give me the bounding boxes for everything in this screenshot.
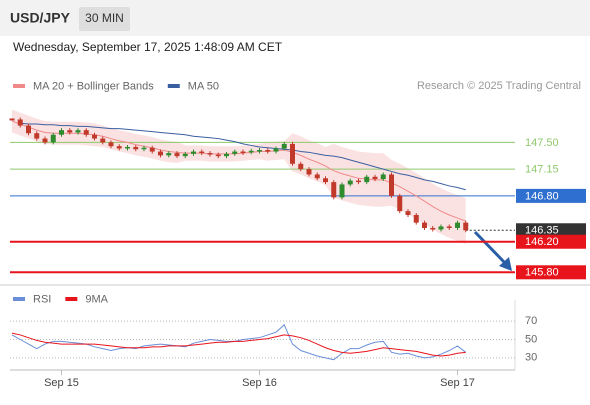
candle (364, 176, 370, 183)
candle (26, 125, 31, 134)
candle (141, 147, 147, 150)
y-tick-label: 30 (525, 352, 537, 364)
candle (191, 151, 196, 154)
candle (100, 138, 106, 143)
candle (75, 130, 81, 133)
candle (446, 226, 452, 228)
candle (182, 153, 188, 157)
legend-swatch (13, 84, 25, 88)
level-box (516, 223, 586, 238)
legend-label: RSI (33, 293, 51, 305)
candle (240, 151, 246, 154)
symbol: USD/JPY (10, 10, 71, 26)
candle (215, 154, 221, 157)
candle (405, 211, 411, 215)
candle (438, 226, 444, 230)
level-box (516, 188, 586, 203)
candle (116, 146, 122, 149)
level-label: 146.80 (525, 190, 559, 202)
level-box (516, 234, 586, 249)
candle (331, 182, 337, 198)
bollinger-band (12, 109, 466, 245)
candle (59, 130, 64, 135)
x-tick-label: Sep 15 (44, 377, 79, 389)
candle (248, 150, 254, 153)
candle (281, 143, 287, 149)
candle (158, 151, 163, 156)
candle (306, 169, 312, 175)
legend-label: MA 50 (188, 80, 219, 92)
source: Research © 2025 Trading Central (417, 80, 581, 92)
timeframe: 30 MIN (85, 11, 124, 25)
candle (463, 222, 469, 231)
candle (413, 214, 419, 223)
legend-swatch (65, 297, 78, 301)
candle (17, 119, 23, 126)
moving-average (20, 122, 466, 191)
candle (9, 118, 15, 121)
level-label: 147.50 (525, 137, 559, 149)
candle (108, 142, 114, 147)
x-tick-label: Sep 16 (242, 377, 277, 389)
indicator-line (11, 332, 466, 357)
candle (174, 153, 180, 157)
x-tick-label: Sep 17 (440, 377, 475, 389)
candle (42, 138, 48, 143)
candle (430, 227, 436, 230)
candle (323, 178, 328, 183)
candle (273, 148, 279, 152)
candle (455, 222, 460, 228)
candle (34, 133, 40, 139)
candle (347, 180, 353, 185)
candle (83, 130, 89, 135)
candle (207, 153, 213, 155)
legend-label: 9MA (85, 293, 108, 305)
level-box (516, 265, 586, 280)
candle (224, 153, 229, 157)
level-label: 147.15 (525, 164, 559, 176)
legend-label: MA 20 + Bollinger Bands (33, 80, 154, 92)
level-label: 145.80 (525, 267, 559, 279)
candle (232, 151, 238, 154)
candle (257, 150, 262, 152)
candle (149, 147, 155, 152)
candle (199, 151, 205, 154)
candle (125, 146, 130, 149)
timeframe-box (79, 7, 130, 31)
candle (92, 134, 97, 139)
legend-swatch (13, 297, 25, 301)
candle (290, 143, 295, 164)
y-tick-label: 50 (525, 333, 537, 345)
forecast-arrow (473, 230, 508, 266)
candle (133, 146, 139, 150)
timestamp: Wednesday, September 17, 2025 1:48:09 AM… (13, 40, 283, 54)
candle (339, 184, 345, 198)
legend-swatch (167, 84, 180, 88)
candle (422, 222, 427, 228)
candle (314, 174, 320, 179)
candle (356, 180, 361, 183)
forecast-arrowhead (499, 257, 512, 271)
candle (397, 195, 403, 212)
candle (298, 163, 304, 170)
candle (372, 176, 378, 180)
candle (265, 150, 271, 152)
y-tick-label: 70 (525, 315, 537, 327)
candle (67, 130, 73, 133)
level-label: 146.35 (525, 225, 559, 237)
level-label: 146.20 (525, 236, 559, 248)
candle (389, 174, 394, 196)
candle (50, 134, 56, 143)
candle (166, 153, 172, 156)
candle (380, 174, 386, 180)
